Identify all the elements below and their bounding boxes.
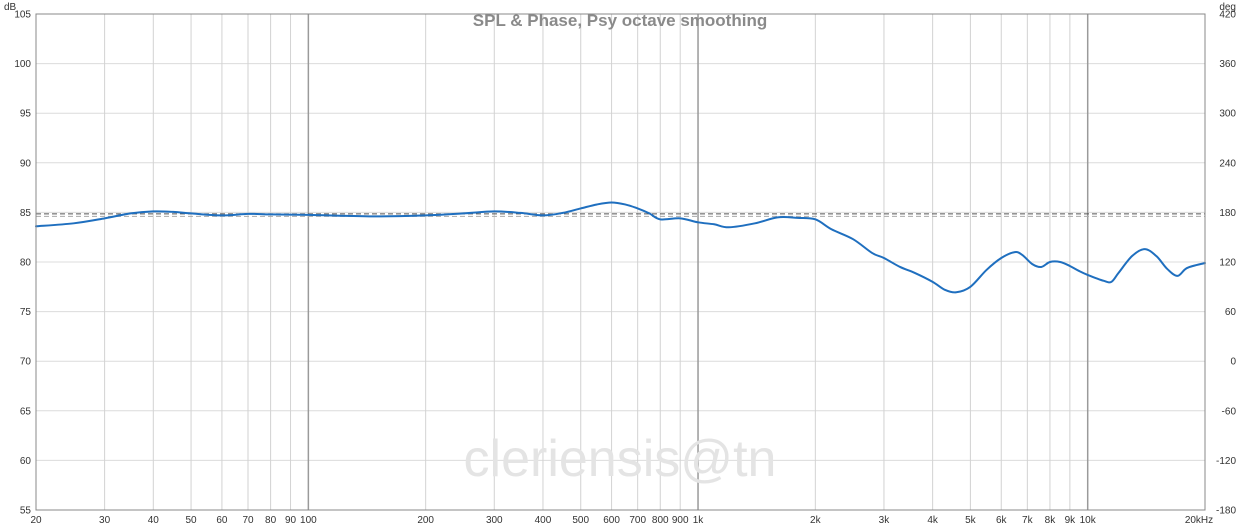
reference-lines [36, 213, 1205, 217]
x-tick-label: 50 [186, 515, 198, 526]
plot-frame [35, 13, 1206, 511]
y2-tick-label: 60 [1225, 307, 1237, 318]
x-tick-label: 5k [965, 515, 977, 526]
x-tick-label: 800 [652, 515, 669, 526]
x-tick-label: 600 [603, 515, 620, 526]
x-tick-label: 8k [1045, 515, 1057, 526]
y-tick-label: 90 [20, 158, 32, 169]
x-tick-label: 3k [879, 515, 891, 526]
y-tick-label: 60 [20, 456, 32, 467]
x-tick-label: 20 [30, 515, 42, 526]
x-tick-label: 100 [300, 515, 317, 526]
y2-axis-unit: deg [1219, 2, 1236, 13]
y-tick-label: 75 [20, 307, 32, 318]
x-tick-label: 7k [1022, 515, 1034, 526]
spl-series-line [35, 201, 1206, 294]
x-tick-label: 30 [99, 515, 111, 526]
x-tick-label: 2k [810, 515, 822, 526]
x-tick-label: 400 [535, 515, 552, 526]
y-tick-label: 105 [14, 10, 31, 21]
x-tick-label: 90 [285, 515, 297, 526]
x-tick-label: 500 [572, 515, 589, 526]
y-axis-ticks: 55 60 65 70 75 80 85 90 95 100 105 [14, 10, 31, 517]
y-tick-label: 70 [20, 357, 32, 368]
y2-tick-label: 360 [1219, 59, 1236, 70]
y2-tick-label: 420 [1219, 10, 1236, 21]
y2-tick-label: -60 [1222, 406, 1237, 417]
y-axis-unit: dB [4, 2, 17, 13]
y2-tick-label: 180 [1219, 208, 1236, 219]
x-tick-label: 10k [1080, 515, 1097, 526]
x-tick-label: 1k [693, 515, 705, 526]
y-tick-label: 85 [20, 208, 32, 219]
x-tick-label: 60 [216, 515, 228, 526]
y2-tick-label: 240 [1219, 158, 1236, 169]
x-tick-label: 9k [1065, 515, 1077, 526]
y-tick-label: 95 [20, 109, 32, 120]
chart-title: SPL & Phase, Psy octave smoothing [473, 11, 767, 30]
y-tick-label: 55 [20, 506, 32, 517]
series-layer [35, 201, 1206, 294]
y2-tick-label: 300 [1219, 109, 1236, 120]
x-tick-label: 4k [927, 515, 939, 526]
x-tick-label: 900 [672, 515, 689, 526]
x-tick-label: 200 [417, 515, 434, 526]
x-axis-ticks: 20 30 40 50 60 70 80 90 100 200 300 400 500 600 700 800… [30, 515, 1213, 526]
y2-tick-label: -120 [1216, 456, 1236, 467]
x-tick-label: 300 [486, 515, 503, 526]
y-tick-label: 80 [20, 258, 32, 269]
y-tick-label: 100 [14, 59, 31, 70]
x-tick-label: 6k [996, 515, 1008, 526]
y2-tick-label: 0 [1230, 357, 1236, 368]
x-tick-label: 80 [265, 515, 277, 526]
x-tick-label: 20kHz [1185, 515, 1213, 526]
y2-axis-ticks: -180 -120 -60 0 60 120 180 240 300 360 420 [1216, 10, 1236, 517]
watermark-text: cleriensis@tn [464, 430, 777, 488]
x-tick-label: 70 [242, 515, 254, 526]
x-tick-label: 40 [148, 515, 160, 526]
y2-tick-label: -180 [1216, 506, 1236, 517]
x-tick-label: 700 [629, 515, 646, 526]
y2-tick-label: 120 [1219, 258, 1236, 269]
y-tick-label: 65 [20, 406, 32, 417]
